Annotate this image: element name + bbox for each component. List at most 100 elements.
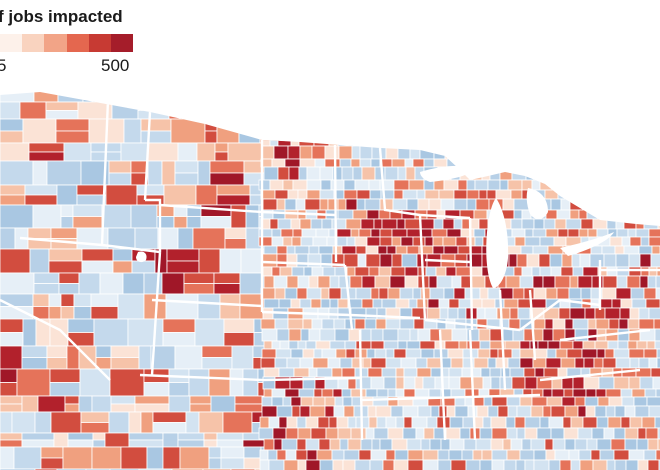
county-cell — [479, 459, 493, 470]
county-cell — [286, 275, 299, 289]
county-cell — [393, 189, 404, 200]
county-cell — [0, 446, 15, 470]
county-cell — [533, 318, 546, 330]
county-cell — [29, 248, 50, 274]
county-cell — [568, 449, 580, 461]
county-cell — [636, 340, 648, 350]
county-cell — [259, 459, 270, 470]
county-cell — [324, 158, 341, 168]
county-cell — [319, 459, 334, 470]
county-cell — [640, 236, 650, 247]
county-cell — [639, 376, 654, 390]
county-cell — [608, 318, 620, 330]
county-cell — [517, 307, 531, 320]
county-cell — [263, 245, 278, 255]
county-cell — [0, 101, 21, 120]
county-cell — [341, 245, 357, 255]
county-cell — [568, 287, 582, 300]
county-cell — [521, 179, 533, 191]
county-cell — [360, 218, 375, 230]
county-cell — [407, 459, 424, 470]
county-cell — [417, 198, 430, 211]
county-cell — [345, 218, 362, 230]
county-cell — [258, 427, 274, 440]
county-cell — [385, 318, 401, 330]
county-cell — [627, 228, 637, 238]
county-cell — [134, 227, 159, 250]
county-cell — [368, 179, 381, 191]
county-cell — [227, 142, 264, 162]
county-cell — [379, 438, 393, 451]
county-cell — [399, 318, 415, 330]
county-cell — [60, 306, 75, 320]
county-cell — [73, 306, 92, 320]
county-cell — [470, 245, 483, 255]
county-cell — [432, 236, 444, 247]
county-cell — [416, 298, 429, 309]
county-cell — [318, 245, 334, 255]
county-cell — [112, 248, 133, 262]
county-cell — [461, 367, 472, 378]
county-cell — [352, 166, 363, 181]
county-cell — [585, 405, 596, 418]
county-cell — [610, 438, 626, 451]
county-cell — [531, 396, 548, 407]
county-cell — [337, 427, 352, 440]
county-cell — [516, 427, 526, 440]
county-cell — [476, 405, 489, 418]
county-cell — [459, 427, 471, 440]
county-cell — [577, 405, 587, 418]
county-cell — [643, 449, 657, 461]
county-cell — [27, 227, 52, 239]
county-cell — [287, 145, 301, 160]
county-cell — [429, 287, 445, 300]
county-cell — [24, 184, 58, 196]
county-cell — [296, 438, 307, 451]
county-cell — [341, 166, 354, 181]
county-cell — [357, 253, 367, 268]
county-cell — [354, 266, 370, 277]
county-cell — [495, 357, 509, 369]
county-cell — [397, 340, 408, 350]
county-cell — [405, 348, 422, 359]
county-cell — [438, 298, 450, 309]
county-cell — [128, 411, 142, 434]
county-cell — [273, 438, 283, 451]
county-cell — [561, 396, 576, 407]
county-cell — [561, 253, 573, 268]
county-cell — [216, 432, 244, 441]
county-cell — [271, 266, 281, 277]
county-cell — [524, 416, 541, 429]
county-cell — [285, 427, 299, 440]
county-cell — [458, 298, 472, 309]
county-cell — [268, 416, 280, 429]
county-cell — [391, 158, 406, 168]
county-cell — [276, 198, 286, 211]
county-cell — [370, 287, 380, 300]
county-cell — [374, 275, 391, 289]
county-cell — [355, 245, 367, 255]
county-cell — [108, 411, 130, 434]
county-cell — [650, 367, 660, 378]
county-cell — [381, 218, 398, 230]
county-cell — [299, 357, 314, 369]
county-cell — [397, 166, 407, 181]
county-cell — [533, 459, 550, 470]
county-cell — [379, 228, 393, 238]
county-cell — [293, 367, 310, 378]
county-cell — [21, 395, 39, 413]
county-cell — [272, 427, 287, 440]
county-cell — [271, 396, 284, 407]
legend-swatch — [110, 34, 134, 52]
county-cell — [46, 345, 68, 358]
county-cell — [508, 318, 521, 330]
county-cell — [609, 236, 623, 247]
county-cell — [286, 245, 296, 255]
county-cell — [617, 328, 630, 342]
county-cell — [629, 357, 640, 369]
county-cell — [496, 307, 511, 320]
county-cell — [448, 367, 463, 378]
legend-swatch — [66, 34, 89, 52]
county-cell — [383, 340, 399, 350]
